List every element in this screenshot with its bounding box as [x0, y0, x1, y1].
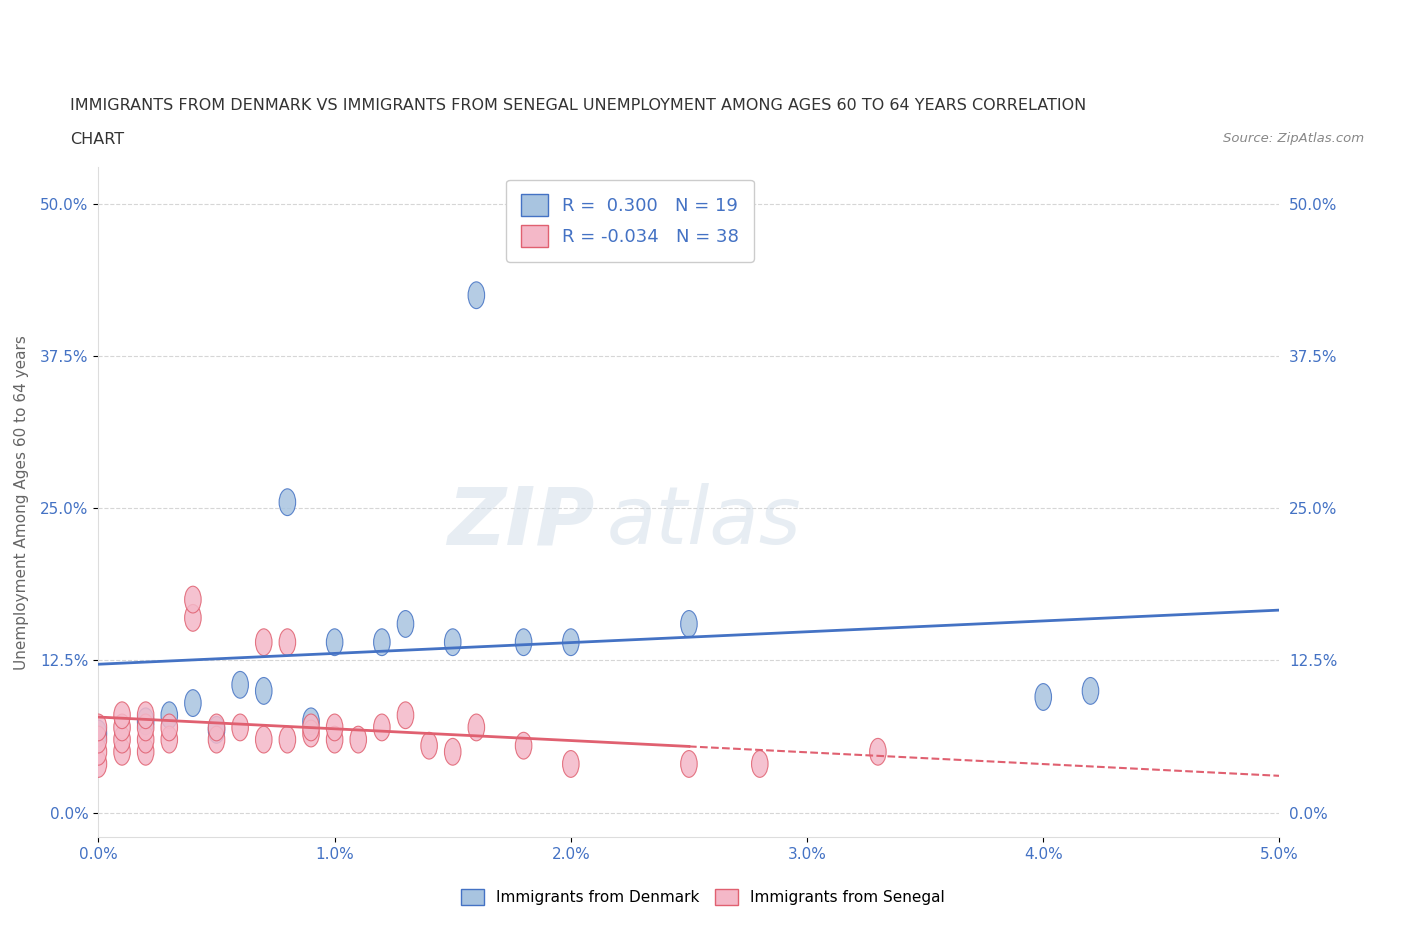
Text: IMMIGRANTS FROM DENMARK VS IMMIGRANTS FROM SENEGAL UNEMPLOYMENT AMONG AGES 60 TO: IMMIGRANTS FROM DENMARK VS IMMIGRANTS FR…: [70, 98, 1087, 113]
Text: ZIP: ZIP: [447, 484, 595, 562]
Legend: Immigrants from Denmark, Immigrants from Senegal: Immigrants from Denmark, Immigrants from…: [454, 882, 952, 913]
Text: atlas: atlas: [606, 484, 801, 562]
Text: CHART: CHART: [70, 132, 124, 147]
Legend: R =  0.300   N = 19, R = -0.034   N = 38: R = 0.300 N = 19, R = -0.034 N = 38: [506, 179, 754, 261]
Y-axis label: Unemployment Among Ages 60 to 64 years: Unemployment Among Ages 60 to 64 years: [14, 335, 30, 670]
Text: Source: ZipAtlas.com: Source: ZipAtlas.com: [1223, 132, 1364, 145]
